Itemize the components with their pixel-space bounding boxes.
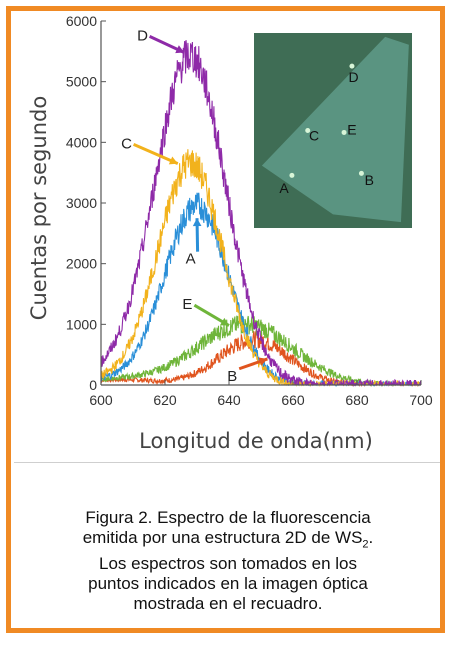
y-tick-label: 1000 — [66, 316, 97, 332]
y-tick-label: 6000 — [66, 13, 97, 29]
x-tick-label: 640 — [217, 392, 241, 408]
inset-label-B: B — [365, 172, 374, 188]
y-tick-label: 3000 — [66, 195, 97, 211]
y-tick-label: 2000 — [66, 256, 97, 272]
optical-image-inset: D C E A B — [254, 33, 412, 228]
inset-spot-A — [289, 173, 294, 178]
x-tick-label: 700 — [409, 392, 433, 408]
point-label-D: D — [137, 27, 148, 44]
point-label-B: B — [227, 368, 237, 385]
x-axis-label: Longitud de onda(nm) — [139, 429, 373, 453]
caption-line-2: emitida por una estructura 2D de WS2. — [18, 528, 438, 554]
figure-caption: Figura 2. Espectro de la fluorescencia e… — [18, 508, 438, 614]
inset-spot-E — [342, 130, 347, 135]
caption-line-3: Los espectros son tomados en los — [18, 554, 438, 574]
caption-divider — [14, 462, 440, 463]
point-label-A: A — [186, 251, 196, 268]
y-tick-label: 4000 — [66, 134, 97, 150]
arrow-head-A — [193, 218, 202, 226]
caption-line-2-text: emitida por una estructura 2D de WS — [83, 528, 363, 547]
x-tick-label: 600 — [89, 392, 113, 408]
point-label-E: E — [182, 296, 192, 313]
y-tick-label: 0 — [89, 377, 97, 393]
x-tick-label: 620 — [153, 392, 177, 408]
caption-line-4: puntos indicados en la imagen óptica — [18, 574, 438, 594]
inset-label-D: D — [348, 69, 358, 85]
spectrum-chart: 600 620 640 660 680 700 0 1000 2000 3000 4000 5000 6… — [11, 11, 441, 461]
inset-label-A: A — [279, 180, 289, 196]
inset-label-C: C — [309, 127, 319, 143]
y-axis-label: Cuentas por segundo — [27, 96, 51, 320]
caption-line-1: Figura 2. Espectro de la fluorescencia — [18, 508, 438, 528]
y-tick-label: 5000 — [66, 74, 97, 90]
x-tick-label: 680 — [345, 392, 369, 408]
inset-label-E: E — [347, 121, 356, 137]
caption-line-5: mostrada en el recuadro. — [18, 594, 438, 614]
inset-spot-B — [359, 171, 364, 176]
point-label-C: C — [121, 135, 132, 152]
x-tick-label: 660 — [281, 392, 305, 408]
caption-suffix: . — [369, 528, 374, 547]
